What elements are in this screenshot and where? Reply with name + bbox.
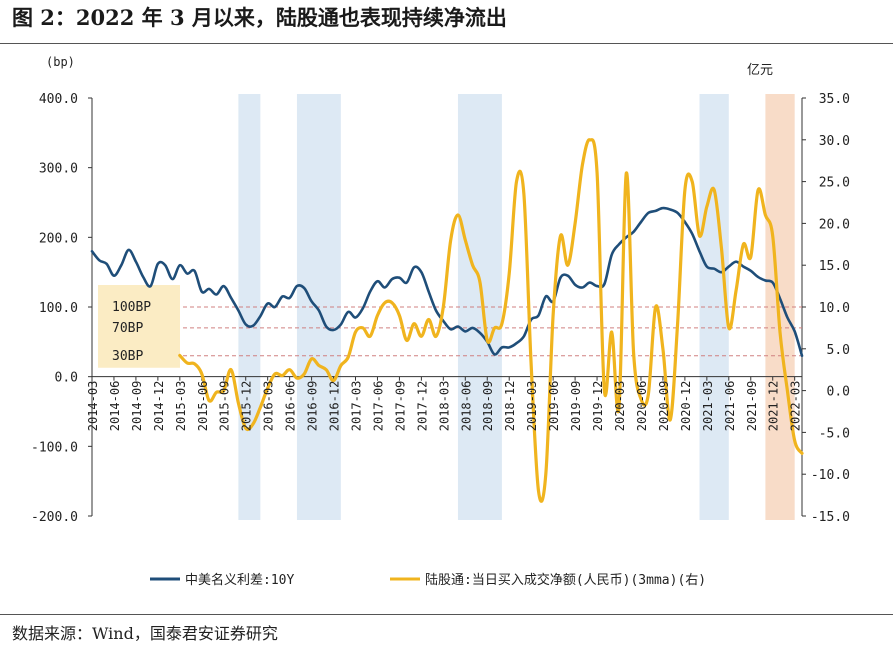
- right-axis-unit: 亿元: [747, 63, 773, 78]
- x-tick-label: 2015-12: [240, 381, 254, 432]
- right-tick-label: 25.0: [819, 176, 850, 191]
- right-tick-label: 35.0: [819, 92, 850, 107]
- reference-label-100bp: 100BP: [112, 300, 151, 315]
- x-tick-label: 2019-03: [525, 381, 539, 432]
- x-tick-label: 2014-06: [108, 381, 122, 432]
- x-tick-label: 2016-09: [306, 381, 320, 432]
- x-tick-label: 2015-06: [196, 381, 210, 432]
- legend-label-2: 陆股通:当日买入成交净额(人民币)(3mma)(右): [425, 572, 706, 588]
- x-tick-label: 2021-12: [767, 381, 781, 432]
- x-tick-label: 2020-12: [679, 381, 693, 432]
- right-tick-label: 5.0: [827, 343, 850, 358]
- left-tick-label: 300.0: [39, 162, 78, 177]
- x-tick-label: 2019-09: [569, 381, 583, 432]
- x-tick-label: 2020-03: [613, 381, 627, 432]
- right-tick-label: -15.0: [811, 510, 850, 525]
- x-tick-label: 2016-03: [262, 381, 276, 432]
- left-tick-label: 100.0: [39, 301, 78, 316]
- x-tick-label: 2018-12: [503, 381, 517, 432]
- left-tick-label: -200.0: [31, 510, 78, 525]
- x-tick-label: 2014-09: [130, 381, 144, 432]
- reference-label-box: [98, 285, 180, 368]
- x-tick-label: 2017-03: [350, 381, 364, 432]
- x-tick-label: 2020-06: [635, 381, 649, 432]
- source-note: 数据来源：Wind，国泰君安证券研究: [12, 624, 278, 643]
- x-tick-label: 2017-09: [393, 381, 407, 432]
- x-tick-label: 2016-06: [284, 381, 298, 432]
- x-tick-label: 2017-06: [371, 381, 385, 432]
- x-tick-label: 2018-09: [481, 381, 495, 432]
- left-tick-label: -100.0: [31, 440, 78, 455]
- chart-area: (bp) 亿元 400.0 300.0 200.0 100.0 0.0 -100.0 -200.…: [31, 55, 850, 588]
- reference-label-70bp: 70BP: [112, 321, 143, 336]
- source-divider: [0, 614, 893, 615]
- right-tick-label: 15.0: [819, 259, 850, 274]
- x-tick-label: 2021-06: [723, 381, 737, 432]
- right-tick-label: 30.0: [819, 134, 850, 149]
- left-axis-unit: (bp): [46, 55, 75, 69]
- figure-title: 图 2：2022 年 3 月以来，陆股通也表现持续净流出: [12, 5, 507, 30]
- right-tick-label: -5.0: [819, 426, 850, 441]
- reference-label-30bp: 30BP: [112, 349, 143, 364]
- legend-label-1: 中美名义利差:10Y: [185, 572, 294, 588]
- x-tick-label: 2020-09: [657, 381, 671, 432]
- right-tick-label: -10.0: [811, 468, 850, 483]
- x-tick-label: 2019-12: [591, 381, 605, 432]
- right-tick-label: 0.0: [827, 385, 850, 400]
- right-tick-label: 20.0: [819, 217, 850, 232]
- x-tick-label: 2017-12: [415, 381, 429, 432]
- x-tick-label: 2021-09: [745, 381, 759, 432]
- x-tick-label: 2018-06: [459, 381, 473, 432]
- x-tick-label: 2014-12: [152, 381, 166, 432]
- x-tick-label: 2016-12: [328, 381, 342, 432]
- left-tick-label: 200.0: [39, 231, 78, 246]
- title-divider: [0, 43, 893, 44]
- x-tick-label: 2015-09: [218, 381, 232, 432]
- x-tick-label: 2019-06: [547, 381, 561, 432]
- x-tick-label: 2021-03: [701, 381, 715, 432]
- northbound-flow-line: [178, 138, 804, 503]
- right-tick-label: 10.0: [819, 301, 850, 316]
- x-tick-label: 2014-03: [86, 381, 100, 432]
- left-tick-label: 400.0: [39, 92, 78, 107]
- x-tick-label: 2015-03: [174, 381, 188, 432]
- x-tick-label: 2018-03: [437, 381, 451, 432]
- x-tick-label: 2022-03: [789, 381, 803, 432]
- left-tick-label: 0.0: [55, 371, 78, 386]
